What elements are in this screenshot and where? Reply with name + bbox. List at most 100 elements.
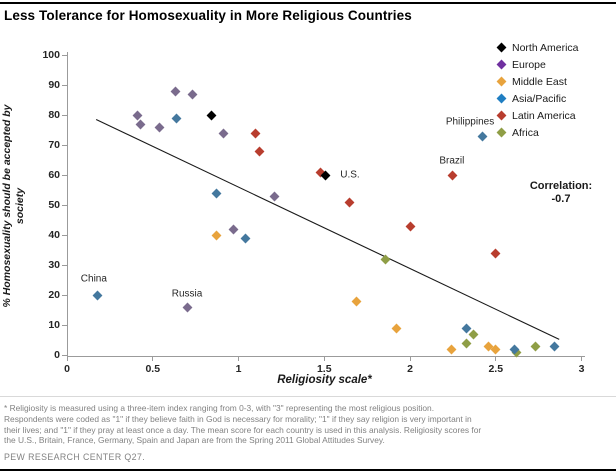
trend-line <box>95 119 560 340</box>
footnote-line-2: Respondents were coded as "1" if they be… <box>4 413 472 424</box>
footnote-line-1: * Religiosity is measured using a three-… <box>4 403 435 413</box>
top-border-rule <box>0 2 616 4</box>
legend-item-asia-pacific: Asia/Pacific <box>496 90 579 107</box>
footnote-divider <box>0 396 616 397</box>
data-point-asia-pacific <box>211 188 222 198</box>
y-tick-label-80: 80 <box>48 109 60 121</box>
x-tick-label-1-5: 1.5 <box>316 363 332 375</box>
y-tick-label-70: 70 <box>48 139 60 151</box>
y-tick-label-50: 50 <box>48 199 60 211</box>
y-axis-title-line1: % Homosexuality should be accepted by <box>1 104 13 308</box>
page-title: Less Tolerance for Homosexuality in More… <box>4 8 412 23</box>
point-label-russia: Russia <box>171 288 203 300</box>
footnote-line-3: their lives; and "1" if they pray at lea… <box>4 424 482 435</box>
data-point-europe <box>187 89 198 99</box>
legend-item-north-america: North America <box>496 39 579 56</box>
y-tick-mark <box>62 324 67 326</box>
y-tick-label-100: 100 <box>42 49 60 61</box>
correlation-note: Correlation: -0.7 <box>505 180 616 206</box>
data-point-africa <box>461 338 472 348</box>
data-point-europe <box>132 110 143 120</box>
y-tick-mark <box>62 354 67 356</box>
y-tick-mark <box>62 174 67 176</box>
x-tick-mark <box>152 356 154 361</box>
y-tick-mark <box>62 264 67 266</box>
y-tick-label-60: 60 <box>48 169 60 181</box>
x-tick-label-3: 3 <box>578 363 585 375</box>
legend-item-africa: Africa <box>496 124 579 141</box>
data-point-latin-america <box>447 170 458 180</box>
y-tick-label-30: 30 <box>48 259 60 271</box>
data-point-middle-east <box>211 230 222 240</box>
data-point-north-america <box>206 110 216 120</box>
x-tick-mark <box>495 356 497 361</box>
legend-label-europe: Europe <box>512 58 546 71</box>
data-point-latin-america <box>254 146 265 156</box>
data-point-asia-pacific <box>92 290 103 300</box>
footnote: * Religiosity is measured using a three-… <box>4 403 481 446</box>
middle-east-marker-icon <box>496 76 507 87</box>
y-tick-label-20: 20 <box>48 289 60 301</box>
data-point-middle-east <box>391 323 402 333</box>
point-label-u-s: U.S. <box>340 169 360 181</box>
y-tick-mark <box>62 144 67 146</box>
correlation-label: Correlation: <box>529 180 593 192</box>
y-tick-mark <box>62 54 67 56</box>
x-tick-label-2: 2 <box>407 363 413 375</box>
y-axis-title: % Homosexuality should be accepted by so… <box>1 55 27 357</box>
x-tick-label-1: 1 <box>235 363 242 375</box>
y-tick-label-0: 0 <box>54 349 60 361</box>
y-tick-label-90: 90 <box>48 79 60 91</box>
y-tick-mark <box>62 84 67 86</box>
data-point-europe <box>182 302 192 312</box>
data-point-latin-america <box>405 221 415 231</box>
x-tick-mark <box>323 356 325 361</box>
data-point-asia-pacific <box>477 131 487 141</box>
data-point-africa <box>381 254 391 264</box>
x-tick-mark <box>581 356 582 361</box>
data-point-latin-america <box>345 197 355 207</box>
point-label-philippines: Philippines <box>445 116 495 128</box>
source-text: PEW RESEARCH CENTER Q27. <box>4 452 146 462</box>
legend-label-asia-pacific: Asia/Pacific <box>512 92 567 105</box>
footnote-line-4: the U.S., Britain, France, Germany, Spai… <box>4 435 385 446</box>
x-axis-title: Religiosity scale* <box>277 374 372 386</box>
x-axis-line <box>66 355 585 357</box>
y-tick-mark <box>62 234 67 236</box>
y-tick-mark <box>62 294 67 296</box>
data-point-middle-east <box>351 296 362 306</box>
data-point-latin-america <box>490 248 501 258</box>
legend-label-middle-east: Middle East <box>512 75 567 88</box>
latin-america-marker-icon <box>496 110 507 121</box>
data-point-europe <box>170 86 180 96</box>
x-tick-mark <box>238 356 239 361</box>
y-tick-label-40: 40 <box>48 229 60 241</box>
data-point-asia-pacific <box>549 341 559 351</box>
data-point-africa <box>468 329 479 339</box>
legend-item-middle-east: Middle East <box>496 73 579 90</box>
data-point-europe <box>269 191 280 201</box>
scatter-chart: 0 10 20 30 40 50 60 70 80 90 100 0 0.5 1 1.5 2 2.5 3 Braz… <box>1 39 616 387</box>
correlation-value: -0.7 <box>551 193 571 205</box>
y-tick-label-10: 10 <box>48 319 60 331</box>
x-tick-label-0: 0 <box>64 363 70 375</box>
bottom-border-rule <box>0 469 616 471</box>
data-point-europe <box>218 128 229 138</box>
europe-marker-icon <box>496 59 507 70</box>
point-label-brazil: Brazil <box>439 155 465 167</box>
legend: North America Europe Middle East Asia/Pacif… <box>496 39 579 141</box>
point-label-china: China <box>80 273 107 285</box>
x-tick-mark <box>66 356 68 361</box>
data-point-africa <box>530 341 541 351</box>
data-point-europe <box>228 224 239 234</box>
asia-pacific-marker-icon <box>496 93 507 104</box>
data-point-asia-pacific <box>171 113 182 123</box>
y-axis-title-line2: society <box>13 187 26 225</box>
legend-item-latin-america: Latin America <box>496 107 579 124</box>
y-axis-line <box>66 52 68 356</box>
x-tick-label-0-5: 0.5 <box>145 363 161 375</box>
data-point-asia-pacific <box>240 233 251 243</box>
legend-label-latin-america: Latin America <box>512 109 576 122</box>
legend-item-europe: Europe <box>496 56 579 73</box>
x-tick-mark <box>409 356 411 361</box>
